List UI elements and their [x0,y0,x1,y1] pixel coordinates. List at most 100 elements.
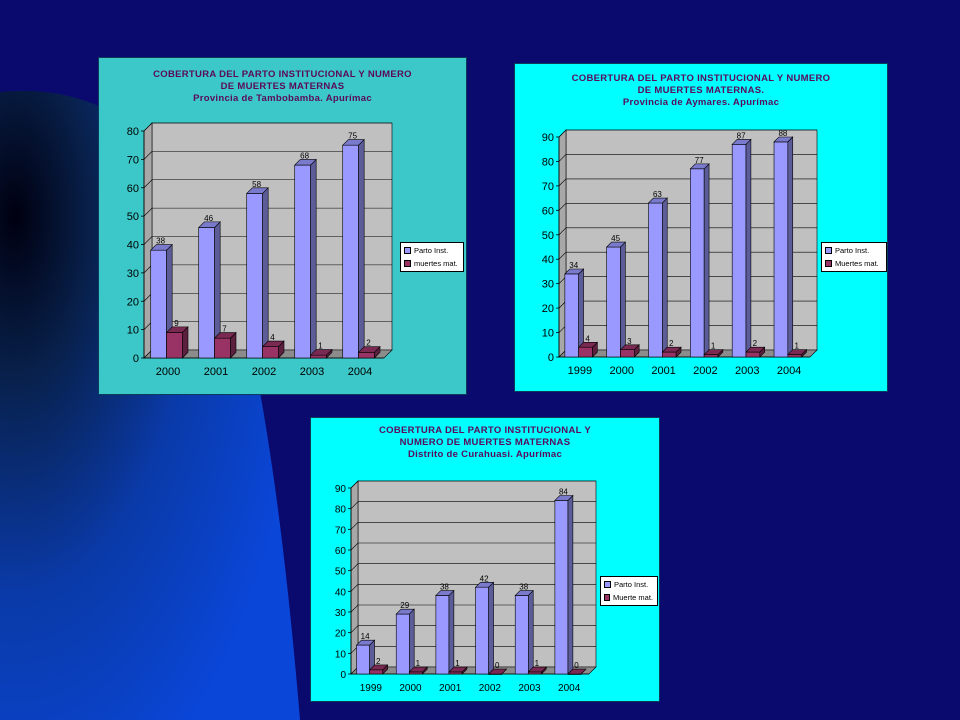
bar-side [358,138,365,359]
bar-front [731,144,747,358]
bar-front [246,193,263,359]
data-label: 0 [495,661,500,670]
x-tick-label: 2001 [439,683,462,694]
data-label: 38 [519,583,528,592]
bar-top [689,163,710,170]
chart-title: COBERTURA DEL PARTO INSTITUCIONAL Y NUME… [311,425,659,461]
bar-top [787,349,808,355]
data-label: 2 [376,657,381,666]
data-label: 1 [535,659,540,668]
bar-muertes-mat [408,666,429,675]
data-label: 1 [416,659,421,668]
x-tick-label: 2004 [348,366,372,378]
bar-front [198,227,215,359]
bar-front [150,249,167,359]
bar-front [787,354,802,358]
bar-top [474,582,495,588]
data-label: 38 [440,583,449,592]
bar-front [395,613,410,675]
y-tick-label: 40 [542,254,554,266]
data-label: 3 [627,337,632,346]
data-label: 45 [611,234,620,243]
bar-front [310,354,327,359]
data-label: 38 [156,237,165,246]
bar-parto-inst [341,138,365,359]
bar-front [703,354,719,358]
bar-muertes-mat [309,348,333,359]
legend-label: Muerte mat. [612,593,653,602]
legend-item-parto: Parto Inst. [604,578,653,591]
y-tick-label: 80 [335,505,347,516]
y-tick-label: 0 [133,353,139,365]
bar-muertes-mat [703,348,724,358]
y-tick-label: 60 [542,205,554,217]
y-tick-label: 20 [127,296,139,308]
bar-parto-inst [197,221,221,359]
bar-muertes-mat [661,346,682,358]
bar-front [554,500,569,675]
y-tick-label: 20 [542,303,554,315]
bar-top [773,136,794,143]
bar-muertes-mat [577,341,599,358]
x-tick-label: 2001 [651,365,675,377]
x-tick-label: 2004 [558,683,581,694]
gridline [350,501,596,509]
data-label: 2 [753,339,758,348]
data-label: 1 [455,659,460,668]
data-label: 2 [366,339,371,348]
bar-parto-inst [731,138,752,358]
bar-parto-inst [474,581,495,675]
bar-side [662,197,668,358]
y-tick-label: 30 [127,268,139,280]
data-label: 2 [669,339,674,348]
y-tick-label: 40 [335,587,347,598]
bar-parto-inst [149,243,173,359]
bar-top [165,326,189,333]
data-label: 34 [569,261,578,270]
y-tick-label: 10 [127,325,139,337]
x-tick-label: 2003 [518,683,541,694]
chart-title-line2: NUMERO DE MUERTES MATERNAS [399,437,571,448]
y-tick-label: 30 [542,279,554,291]
bar-parto-inst [554,494,574,675]
y-tick-label: 0 [340,670,346,681]
bar-side [262,187,269,359]
legend-item-muertes: Muerte mat. [604,591,653,604]
chart-title: COBERTURA DEL PARTO INSTITUCIONAL Y NUME… [99,69,466,105]
data-label: 46 [204,214,213,223]
data-label: 87 [737,131,746,140]
bar-top [149,244,173,251]
legend-label: Parto Inst. [414,246,449,255]
x-tick-label: 2004 [777,365,801,377]
bar-front [745,351,761,358]
bar-muertes-mat [261,340,285,359]
bar-top [554,495,574,501]
bar-front [409,671,423,675]
bar-front [620,349,635,358]
y-tick-label: 70 [335,525,347,536]
bar-top [408,666,429,673]
data-label: 1 [711,342,716,351]
bar-parto-inst [564,268,585,358]
y-tick-label: 20 [335,629,347,640]
bar-top [448,666,468,673]
y-tick-label: 70 [542,181,554,193]
bar-top [261,340,285,347]
legend-item-parto: Parto Inst. [404,244,459,257]
bar-parto-inst [395,608,415,675]
bar-parto-inst [245,187,269,359]
data-label: 42 [480,574,489,583]
bar-top [731,139,752,145]
bar-muertes-mat [567,668,587,675]
gridline [350,480,596,489]
data-label: 29 [400,601,409,610]
gridline [350,542,596,551]
data-label: 75 [348,132,357,141]
bar-top [564,268,585,275]
bar-side [409,608,415,675]
chart-title-line1: COBERTURA DEL PARTO INSTITUCIONAL Y NUME… [153,69,412,80]
gridline [143,122,392,132]
bar-top [605,241,627,248]
bar-side [745,138,752,358]
